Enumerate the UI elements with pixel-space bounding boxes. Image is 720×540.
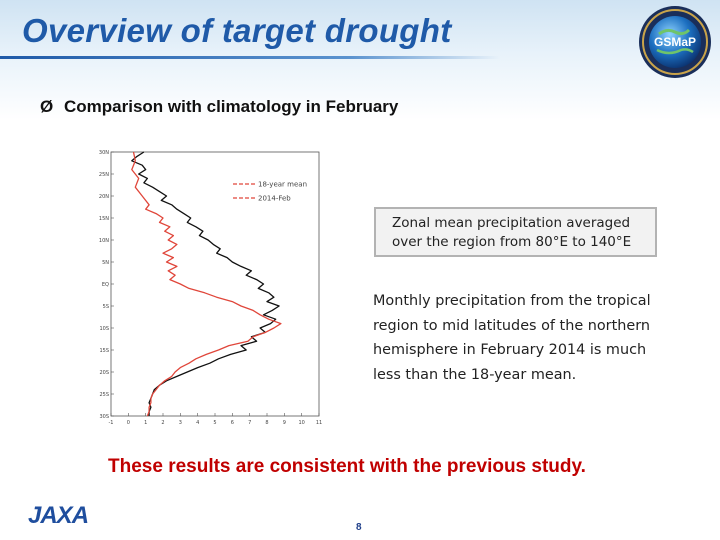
slide-title: Overview of target drought: [22, 12, 452, 49]
jaxa-logo: JAXA: [28, 502, 89, 529]
y-tick-label: 15S: [99, 348, 109, 354]
x-tick-label: 11: [316, 420, 322, 426]
y-tick-label: 25S: [99, 392, 109, 398]
y-tick-label: 20S: [99, 370, 109, 376]
legend-label-2014-feb: 2014-Feb: [258, 195, 291, 203]
description-paragraph: Monthly precipitation from the tropical …: [373, 293, 651, 383]
y-tick-label: 5S: [103, 304, 109, 310]
y-tick-label: 20N: [99, 194, 109, 200]
x-axis-ticks: -1 0 1 2 3 4 5 6 7 8 9 10 11: [109, 413, 322, 426]
y-tick-label: 5N: [102, 260, 109, 266]
gsmap-emblem-icon: GSMaP: [639, 6, 711, 78]
x-tick-label: 0: [127, 420, 130, 426]
y-tick-label: EQ: [102, 282, 109, 288]
x-tick-label: 4: [196, 420, 199, 426]
series-line-2014-feb: [131, 151, 282, 417]
x-tick-label: 3: [179, 420, 182, 426]
x-tick-label: 8: [265, 420, 268, 426]
title-underline: [0, 56, 500, 59]
x-tick-label: 2: [161, 420, 164, 426]
y-tick-label: 10S: [99, 326, 109, 332]
y-tick-label: 15N: [99, 216, 109, 222]
x-tick-label: 5: [213, 420, 216, 426]
legend-label-18-year-mean: 18-year mean: [258, 181, 307, 189]
y-tick-label: 30N: [99, 150, 109, 156]
x-tick-label: 10: [298, 420, 304, 426]
page-number: 8: [356, 522, 362, 533]
series-line-18-year-mean: [131, 151, 280, 416]
x-tick-label: 9: [283, 420, 286, 426]
chart-legend: 18-year mean 2014-Feb: [233, 181, 307, 203]
chart-frame: [110, 151, 320, 417]
chart-annotation-callout: Zonal mean precipitation averaged over t…: [374, 207, 657, 257]
bullet-text: Comparison with climatology in February: [64, 97, 399, 116]
x-tick-label: 6: [231, 420, 234, 426]
y-tick-label: 10N: [99, 238, 109, 244]
x-tick-label: 7: [248, 420, 251, 426]
title-banner-background: [0, 0, 720, 120]
y-axis-ticks: 30N 25N 20N 15N 10N 5N EQ 5S 10S 15S 20S 25S 30S: [99, 150, 114, 420]
emblem-text: GSMaP: [654, 35, 696, 49]
x-tick-label: -1: [109, 420, 114, 426]
conclusion-statement: These results are consistent with the pr…: [108, 456, 586, 477]
series-layer: [131, 151, 282, 417]
precipitation-profile-chart: 30N 25N 20N 15N 10N 5N EQ 5S 10S 15S 20S 25S 30S -1 0…: [99, 150, 322, 426]
x-tick-label: 1: [144, 420, 147, 426]
bullet-arrow-icon: Ø: [40, 97, 54, 116]
y-tick-label: 30S: [99, 414, 109, 420]
bullet-point: Ø Comparison with climatology in February: [40, 97, 398, 117]
y-tick-label: 25N: [99, 172, 109, 178]
